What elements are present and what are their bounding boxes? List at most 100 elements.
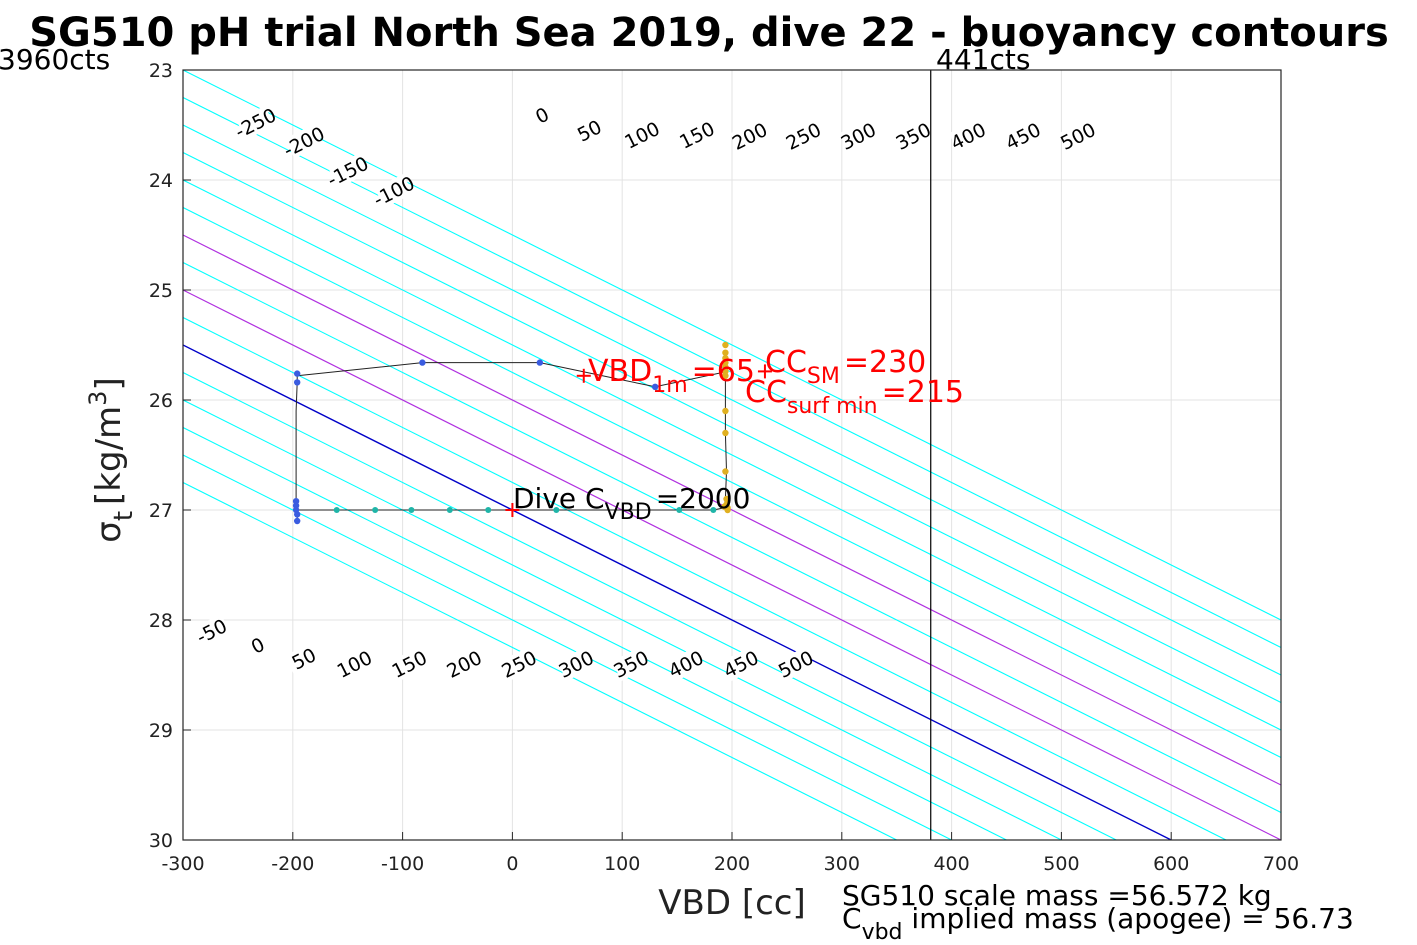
contour-label-bg [784, 118, 823, 154]
footer-c-sub: vbd [862, 920, 903, 945]
cc-sm-main: CC [765, 345, 807, 380]
teal-point [372, 507, 379, 513]
contour-label-bg [611, 646, 651, 682]
y-axis-label: σt [kg/m3] [84, 377, 139, 542]
footer-scale-mass: SG510 scale mass =56.572 kg [842, 879, 1272, 912]
yellow-point [722, 363, 729, 371]
x-tick-label: 100 [604, 853, 640, 875]
blue-point [293, 379, 301, 386]
cc-surf-main: CC [745, 375, 787, 410]
contour-label-bg [192, 613, 231, 649]
contour-line [183, 234, 1281, 786]
contour-label-bg [948, 118, 988, 154]
contour-lines [183, 70, 1281, 840]
contour-line [183, 124, 1281, 676]
vbd-1m-annotation: VBD1m =65 [588, 354, 755, 398]
y-axis-label-sup: 3 [84, 391, 112, 406]
contour-line [183, 261, 1281, 814]
contour-label-bg [666, 646, 706, 682]
y-axis-label-close: ] [89, 377, 129, 390]
right-count-label: 441cts [936, 43, 1030, 76]
cc-surf-value: =215 [882, 375, 964, 410]
contour-label-bg [522, 98, 562, 133]
red-markers [505, 364, 772, 517]
contour-label-bg [776, 646, 815, 682]
blue-point [419, 359, 426, 366]
blue-point [292, 502, 300, 509]
contour-label-bg [1058, 118, 1098, 154]
y-axis-label-sub: t [109, 511, 139, 521]
dive-cvbd-sub: VBD [605, 500, 652, 525]
contour-label-bg [570, 113, 609, 148]
contour-label-bg [374, 173, 414, 209]
contour-label-bg [839, 118, 878, 154]
dive-cvbd-main: Dive C [513, 482, 605, 515]
contour-label-bg [238, 628, 277, 663]
x-tick-label: 400 [933, 853, 969, 875]
cc-sm-sub: SM [807, 364, 840, 389]
contour-line [183, 481, 897, 840]
contour-line [183, 206, 1281, 759]
contour-line [183, 151, 1281, 704]
vbd-1m-sub: 1m [652, 373, 687, 398]
contour-line [183, 371, 1117, 840]
y-tick-label: 24 [149, 170, 173, 192]
contour-line [183, 70, 1281, 621]
footer-implied-mass: Cvbd implied mass (apogee) = 56.73 [842, 902, 1354, 945]
blue-point [651, 383, 659, 390]
y-tick-label: 26 [149, 390, 173, 412]
yellow-point [721, 503, 728, 510]
yellow-point [722, 349, 729, 356]
y-axis-label-sigma: σ [89, 521, 129, 543]
y-axis-label-unit: [kg/m [89, 406, 129, 505]
yellow-point [722, 359, 729, 366]
teal-point [408, 507, 415, 513]
contour-line [183, 399, 1062, 840]
contour-label-bg [335, 646, 374, 682]
contour-label-bg [1003, 118, 1043, 154]
yellow-point [722, 341, 729, 349]
teal-point [676, 507, 683, 513]
teal-point [446, 507, 453, 513]
y-tick-label: 23 [149, 60, 173, 82]
teal-point [553, 507, 560, 513]
blue-point [536, 359, 544, 366]
blue-point [293, 511, 301, 518]
x-tick-label: 300 [824, 853, 860, 875]
yellow-point [722, 407, 729, 415]
blue-point [293, 370, 301, 377]
cc-surf-sub: surf min [787, 394, 878, 419]
x-tick-label: 200 [714, 853, 750, 875]
contour-label-bg [556, 646, 596, 682]
footer-c-main: C [842, 902, 862, 935]
yellow-point [722, 372, 729, 379]
contour-label-bg [499, 646, 539, 682]
contour-label-bg [677, 117, 717, 152]
vbd-1m-value: =65 [692, 354, 755, 389]
teal-point [333, 507, 340, 513]
x-tick-label: -200 [271, 853, 314, 875]
blue-point [293, 517, 301, 525]
y-tick-label: 28 [149, 610, 173, 632]
contour-label-bg [730, 118, 769, 154]
x-tick-label: 500 [1043, 853, 1079, 875]
cc-surf-min-annotation: CCsurf min =215 [745, 375, 964, 419]
contour-line [183, 344, 1172, 840]
contour-label-bg [328, 154, 367, 189]
contour-line [183, 426, 1007, 840]
y-axis-ticks: 23 24 25 26 27 28 29 30 [149, 60, 191, 852]
dive-cvbd-value: =2000 [656, 482, 751, 515]
x-tick-label: 0 [506, 853, 518, 875]
contour-label-bg [721, 646, 761, 682]
cc-sm-annotation: CCSM =230 [765, 345, 926, 389]
y-tick-label: 27 [149, 500, 173, 522]
chart-title: SG510 pH trial North Sea 2019, dive 22 -… [29, 10, 1389, 56]
y-tick-label: 30 [149, 830, 173, 852]
x-axis-label: VBD [cc] [658, 883, 806, 923]
left-count-label: 3960cts [0, 43, 110, 76]
contour-line [183, 179, 1281, 731]
y-tick-label: 25 [149, 280, 173, 302]
contour-label-bg [389, 646, 429, 682]
contour-label-bg [236, 105, 275, 140]
